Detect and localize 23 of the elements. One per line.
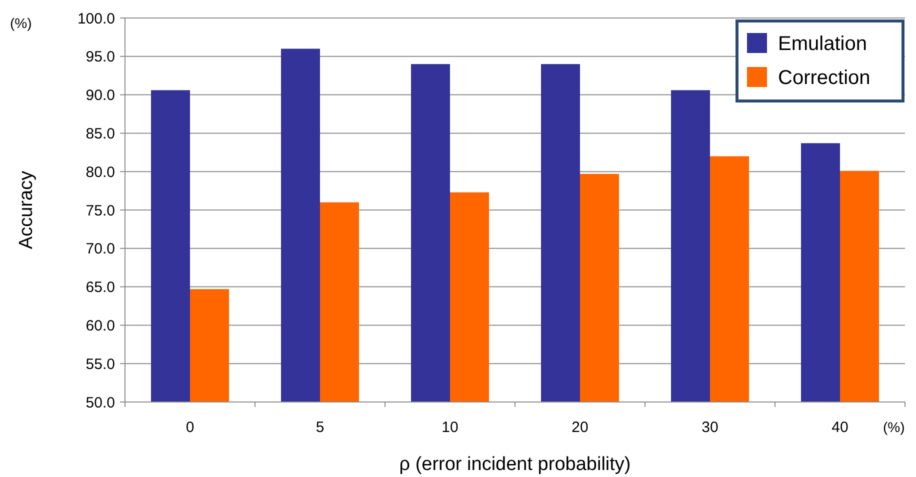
x-tick-label: 0 — [186, 419, 194, 436]
text: (%) — [10, 15, 32, 31]
y-axis-title: Accuracy — [16, 170, 37, 250]
legend-label: Correction — [778, 67, 870, 89]
y-tick-label: 90.0 — [86, 87, 115, 104]
y-tick-label: 75.0 — [86, 202, 115, 220]
y-tick-label: 70.0 — [86, 240, 115, 258]
y-tick-label: 100.0 — [77, 10, 115, 28]
y-tick-label: 55.0 — [86, 356, 115, 373]
y-tick-label: 80.0 — [86, 164, 115, 181]
x-tick-label: 5 — [316, 419, 324, 436]
legend-label: Emulation — [778, 33, 867, 55]
x-tick-label: 20 — [572, 419, 588, 436]
text: (%) — [883, 419, 905, 435]
x-tick-label: 40 — [832, 419, 848, 436]
x-tick-label: 30 — [702, 419, 718, 436]
y-tick-label: 60.0 — [86, 317, 115, 334]
y-tick-label: 95.0 — [86, 48, 115, 66]
y-tick-label: 65.0 — [86, 279, 115, 296]
x-tick-label: 10 — [442, 419, 458, 436]
x-axis-title: ρ (error incident probability) — [399, 454, 631, 475]
y-tick-label: 85.0 — [86, 125, 115, 142]
y-tick-label: 50.0 — [86, 394, 115, 412]
